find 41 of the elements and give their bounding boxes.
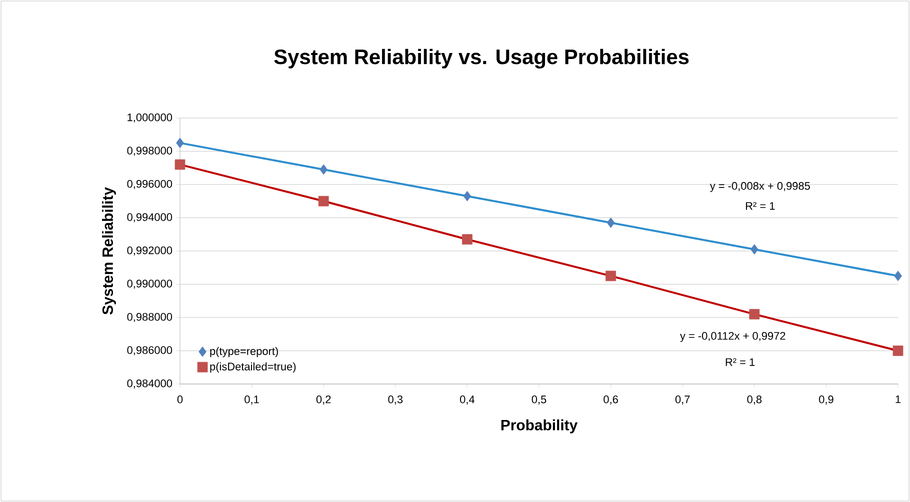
- y-tick-label: 0,990000: [127, 280, 172, 289]
- x-tick-label: 0: [177, 396, 183, 404]
- y-tick-label: 0,988000: [127, 312, 172, 322]
- point: [892, 346, 904, 356]
- x-tick-label: 0,2: [316, 396, 331, 405]
- y-tick-label: 0,986000: [127, 346, 172, 356]
- y-axis-title: System Reliability: [102, 187, 116, 315]
- point: [749, 308, 760, 320]
- x-axis-title: Probability: [501, 419, 578, 434]
- x-tick-label: 0,8: [747, 396, 762, 405]
- legend-label: p(isDetailed=true): [210, 362, 296, 373]
- x-tick-label: 0,6: [604, 396, 618, 405]
- annotation: R² = 1: [746, 202, 775, 210]
- point: [174, 159, 186, 170]
- point: [750, 244, 758, 255]
- point: [462, 234, 472, 245]
- x-tick-label: 0,5: [532, 396, 546, 405]
- point: [894, 270, 902, 282]
- annotation: y = -0,0112x + 0,9972: [680, 332, 786, 342]
- y-tick-label: 0,994000: [127, 213, 172, 222]
- chart-title: System Reliability vs. Usage Probabilities: [274, 48, 689, 68]
- y-tick-label: 0,996000: [127, 180, 172, 190]
- x-tick-label: 0,7: [675, 396, 690, 405]
- y-tick-label: 0,992000: [127, 246, 172, 256]
- x-tick-label: 0,4: [460, 396, 474, 405]
- x-tick-label: 1: [896, 396, 901, 404]
- annotation: y = -0,008x + 0,9985: [710, 182, 810, 192]
- point: [318, 196, 329, 206]
- annotation: R² = 1: [726, 358, 755, 366]
- y-tick-label: 0,984000: [127, 379, 172, 389]
- point: [606, 270, 616, 282]
- y-tick-label: 0,998000: [127, 146, 172, 156]
- legend-label: p(type=report): [210, 346, 278, 358]
- point: [606, 218, 615, 228]
- point: [176, 138, 184, 148]
- x-tick-label: 0,3: [388, 396, 403, 405]
- x-tick-label: 0,1: [244, 396, 259, 405]
- y-tick-label: 1,000000: [128, 113, 172, 123]
- point: [320, 164, 328, 175]
- point: [463, 190, 472, 202]
- x-tick-label: 0,9: [819, 396, 834, 405]
